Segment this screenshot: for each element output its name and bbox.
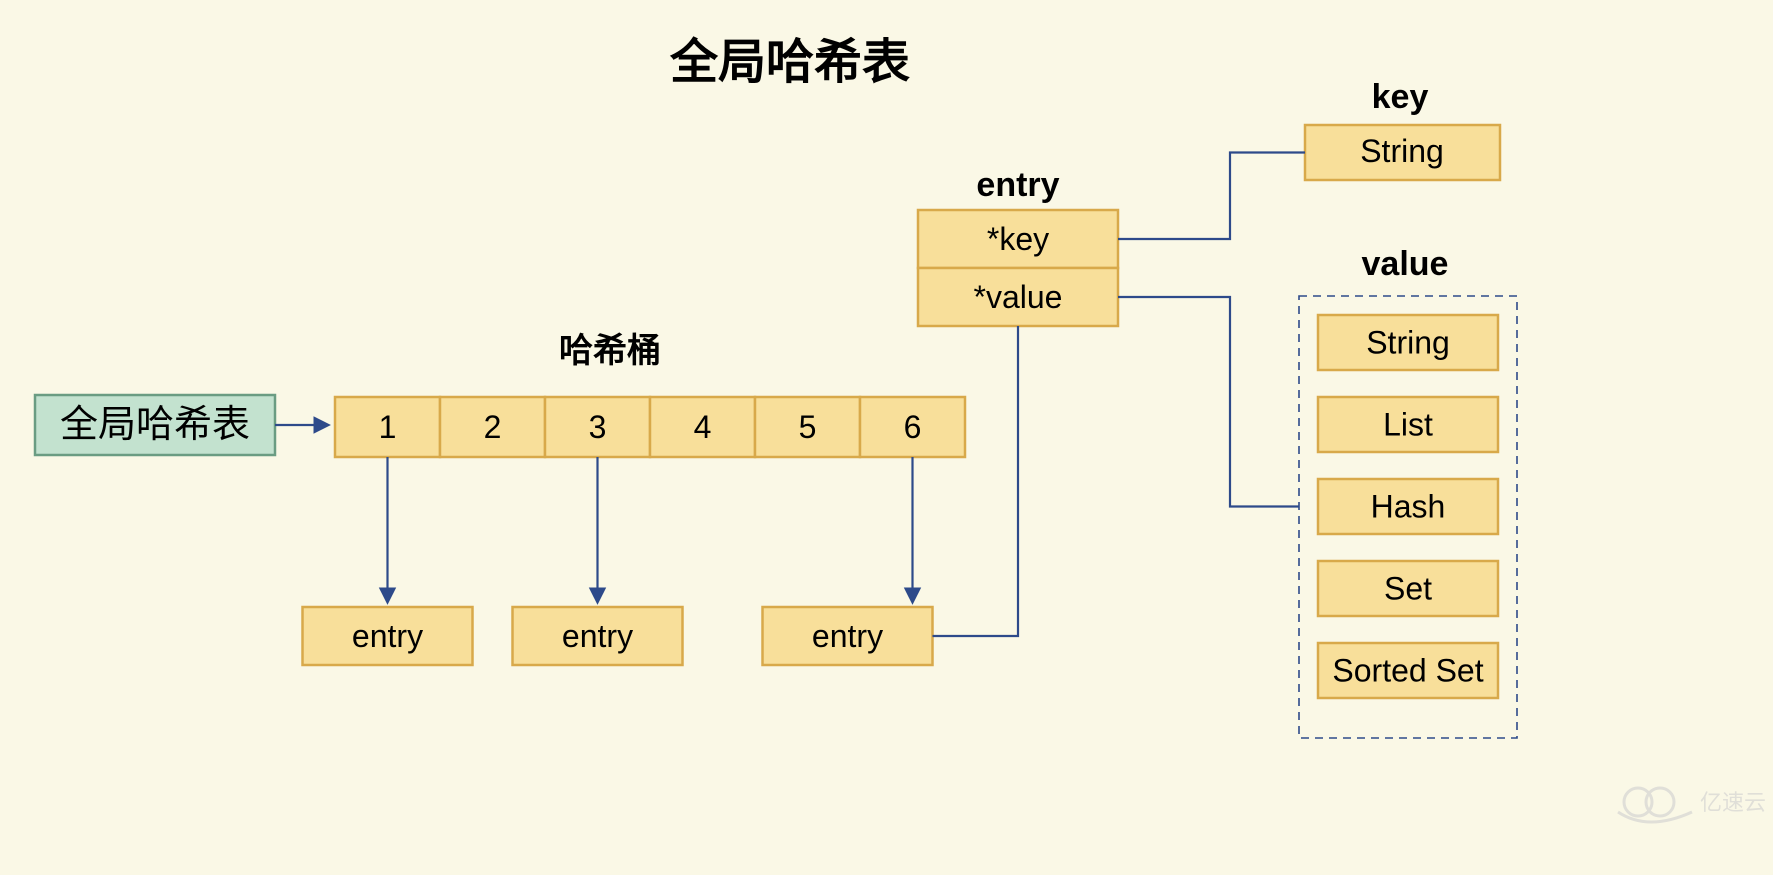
entry-struct-row-label: *value <box>974 279 1063 315</box>
bucket-cell-label: 2 <box>484 409 502 445</box>
entry-box-label: entry <box>352 618 423 654</box>
global-hash-box: 全局哈希表 <box>35 395 275 455</box>
value-type-label: Sorted Set <box>1332 653 1483 689</box>
entry-struct-label: entry <box>976 166 1059 204</box>
entry-struct: *key *value <box>918 210 1118 326</box>
entry-box-label: entry <box>562 618 633 654</box>
svg-text:全局哈希表: 全局哈希表 <box>60 404 250 446</box>
value-type-label: Set <box>1384 571 1432 607</box>
bucket-cell-label: 1 <box>379 409 397 445</box>
bucket-cell-label: 4 <box>694 409 712 445</box>
svg-text:String: String <box>1360 133 1444 169</box>
value-type-label: List <box>1383 407 1433 443</box>
value-group-label: value <box>1362 245 1449 283</box>
key-group-label: key <box>1372 78 1429 116</box>
diagram-title: 全局哈希表 <box>669 35 910 89</box>
entry-box-label: entry <box>812 618 883 654</box>
svg-text:亿速云: 亿速云 <box>1700 790 1766 815</box>
bucket-cell-label: 6 <box>904 409 922 445</box>
bucket-label: 哈希桶 <box>559 332 661 370</box>
value-type-label: String <box>1366 325 1450 361</box>
bucket-cell-label: 5 <box>799 409 817 445</box>
bucket-cell-label: 3 <box>589 409 607 445</box>
hash-buckets: 1 2 3 4 5 6 <box>335 397 965 457</box>
key-string-box: String <box>1305 125 1500 180</box>
value-type-label: Hash <box>1371 489 1446 525</box>
entry-struct-row-label: *key <box>987 221 1049 257</box>
